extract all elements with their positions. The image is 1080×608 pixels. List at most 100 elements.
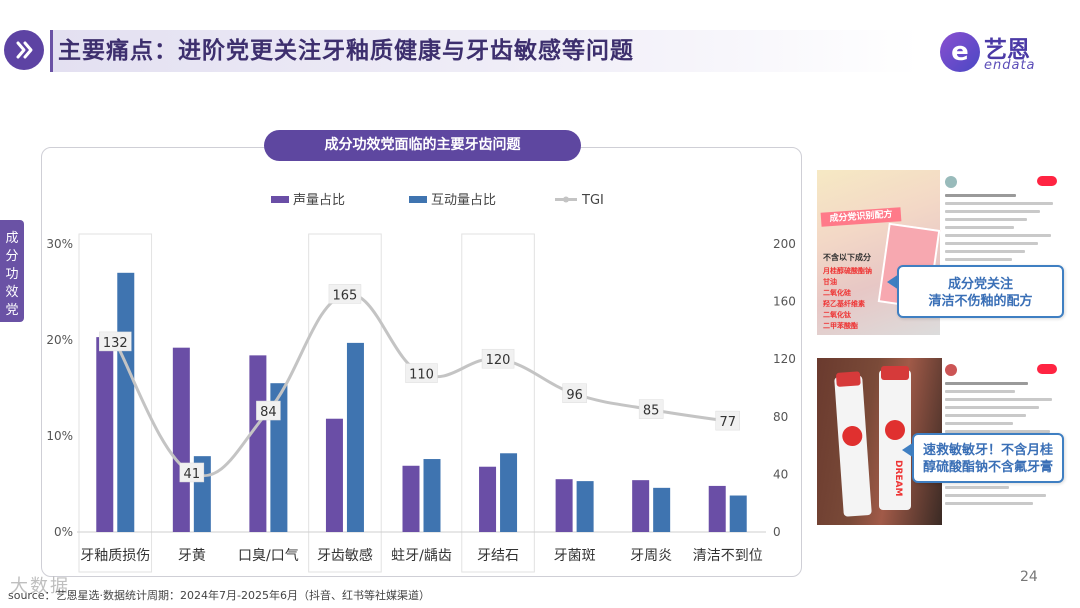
post-text-line <box>945 382 1028 385</box>
legend-swatch <box>409 196 427 203</box>
page-title: 主要痛点：进阶党更关注牙釉质健康与牙齿敏感等问题 <box>58 38 634 64</box>
post-1-label: 不含以下成分 <box>823 253 871 262</box>
tgi-label-box <box>99 331 132 352</box>
bar-voice-share <box>96 337 114 532</box>
y-left-tick-label: 30% <box>46 237 73 251</box>
tgi-label-box <box>715 410 740 431</box>
social-post-1: 成分党识别配方 不含以下成分 月桂醇硫酸酯钠 甘油 二氧化硅 羟乙基纤维素 二氧化钛 二甲… <box>817 170 1062 335</box>
ingredient-item: 二氧化硅 <box>823 289 851 297</box>
bar-interaction-share <box>576 481 594 532</box>
callout-2-line2: 醇硫酸酯钠不含氟牙膏 <box>922 460 1053 475</box>
callout-1-line1: 成分党关注 <box>947 277 1013 292</box>
y-right-tick-label: 160 <box>773 295 796 309</box>
logo-en-text: endata <box>984 58 1036 73</box>
brand-text: DREAM <box>893 460 903 497</box>
post-text-line <box>945 210 1040 213</box>
post-1-ingredient-list: 月桂醇硫酸酯钠 甘油 二氧化硅 羟乙基纤维素 二氧化钛 二甲苯酸酯 <box>823 266 883 332</box>
page-number: 24 <box>1020 569 1038 585</box>
y-left-tick-label: 10% <box>46 429 73 443</box>
chevron-right-icon <box>4 30 44 70</box>
bar-voice-share <box>479 466 497 532</box>
bar-interaction-share <box>653 487 671 532</box>
x-tick-label: 清洁不到位 <box>693 548 763 564</box>
bar-voice-share <box>325 418 343 532</box>
y-left-tick-label: 20% <box>46 333 73 347</box>
bar-interaction-share <box>346 342 364 532</box>
ingredient-item: 甘油 <box>823 278 837 286</box>
post-text-line <box>945 390 1015 393</box>
bar-interaction-share <box>729 495 747 532</box>
toothpaste-tube-image: DREAM <box>879 366 911 510</box>
tgi-label-box <box>256 400 281 421</box>
bar-voice-share <box>172 347 190 532</box>
bar-voice-share <box>555 479 573 532</box>
y-right-tick-label: 0 <box>773 525 781 539</box>
ingredient-item: 二氧化钛 <box>823 311 851 319</box>
tgi-data-label: 84 <box>260 405 277 420</box>
callout-1: 成分党关注 清洁不伤釉的配方 <box>897 265 1064 318</box>
watermark: 大数据 <box>10 576 70 597</box>
tgi-data-label: 120 <box>486 353 511 368</box>
chart-title: 成分功效党面临的主要牙齿问题 <box>264 130 581 161</box>
ingredient-item: 二甲苯酸酯 <box>823 322 858 330</box>
brand-logo: e 艺恩 endata <box>940 28 1050 76</box>
y-right-tick-label: 40 <box>773 467 788 481</box>
highlight-box <box>78 233 153 573</box>
bar-voice-share <box>402 465 420 532</box>
follow-button[interactable] <box>1037 176 1057 186</box>
post-text-line <box>945 430 1050 433</box>
y-left-tick-label: 0% <box>54 525 73 539</box>
post-text-line <box>945 502 1033 505</box>
post-text-line <box>945 194 1016 197</box>
post-text-line <box>945 258 1012 261</box>
tgi-data-label: 110 <box>409 368 434 383</box>
bar-voice-share <box>632 480 650 532</box>
tgi-data-label: 165 <box>333 288 358 303</box>
tgi-data-label: 96 <box>566 388 583 403</box>
y-right-tick-label: 200 <box>773 237 796 251</box>
tgi-data-label: 41 <box>184 467 201 482</box>
x-tick-label: 蛀牙/龋齿 <box>391 548 452 564</box>
bar-interaction-share <box>500 453 518 532</box>
follow-button[interactable] <box>1037 364 1057 374</box>
tgi-label-box <box>562 383 587 404</box>
tgi-line <box>113 292 728 478</box>
legend-marker <box>563 196 569 203</box>
x-tick-label: 牙齿敏感 <box>317 547 373 564</box>
side-tab-label: 成分功效党 <box>5 231 19 318</box>
legend-swatch <box>271 196 289 203</box>
y-right-tick-label: 120 <box>773 352 796 366</box>
post-text-line <box>945 202 1053 205</box>
post-text-line <box>945 414 1026 417</box>
logo-cn-text: 艺恩 <box>984 37 1030 63</box>
callout-2-pointer <box>902 442 914 458</box>
x-tick-label: 口臭/口气 <box>238 548 299 564</box>
callout-1-line2: 清洁不伤釉的配方 <box>928 294 1033 309</box>
side-section-tab: 成分功效党 <box>0 220 24 322</box>
ingredient-item: 月桂醇硫酸酯钠 <box>823 267 872 275</box>
highlight-box <box>461 233 535 573</box>
legend-label: 声量占比 <box>293 193 345 208</box>
toothpaste-tube-image <box>834 371 872 517</box>
post-text-line <box>945 234 1051 237</box>
tgi-data-label: 85 <box>643 404 660 419</box>
bar-interaction-share <box>270 383 288 532</box>
post-1-photo: 成分党识别配方 不含以下成分 月桂醇硫酸酯钠 甘油 二氧化硅 羟乙基纤维素 二氧化钛 二甲… <box>817 170 941 335</box>
x-tick-label: 牙黄 <box>178 547 206 564</box>
x-tick-label: 牙结石 <box>477 548 519 564</box>
tgi-data-label: 77 <box>719 415 736 430</box>
header-band <box>50 30 920 72</box>
avatar <box>945 364 957 376</box>
bar-interaction-share <box>423 459 441 532</box>
post-text-line <box>945 406 1039 409</box>
tgi-label-box <box>179 462 205 483</box>
source-note: source：艺恩星选·数据统计周期：2024年7月-2025年6月（抖音、红书… <box>8 589 430 602</box>
x-tick-label: 牙釉质损伤 <box>80 548 150 564</box>
post-text-line <box>945 226 1014 229</box>
tgi-label-box <box>481 348 515 369</box>
post-text-line <box>945 250 1025 253</box>
post-text-line <box>945 486 1009 489</box>
tgi-label-box <box>328 284 362 304</box>
chart-panel <box>41 147 802 577</box>
legend-label: TGI <box>581 193 604 208</box>
